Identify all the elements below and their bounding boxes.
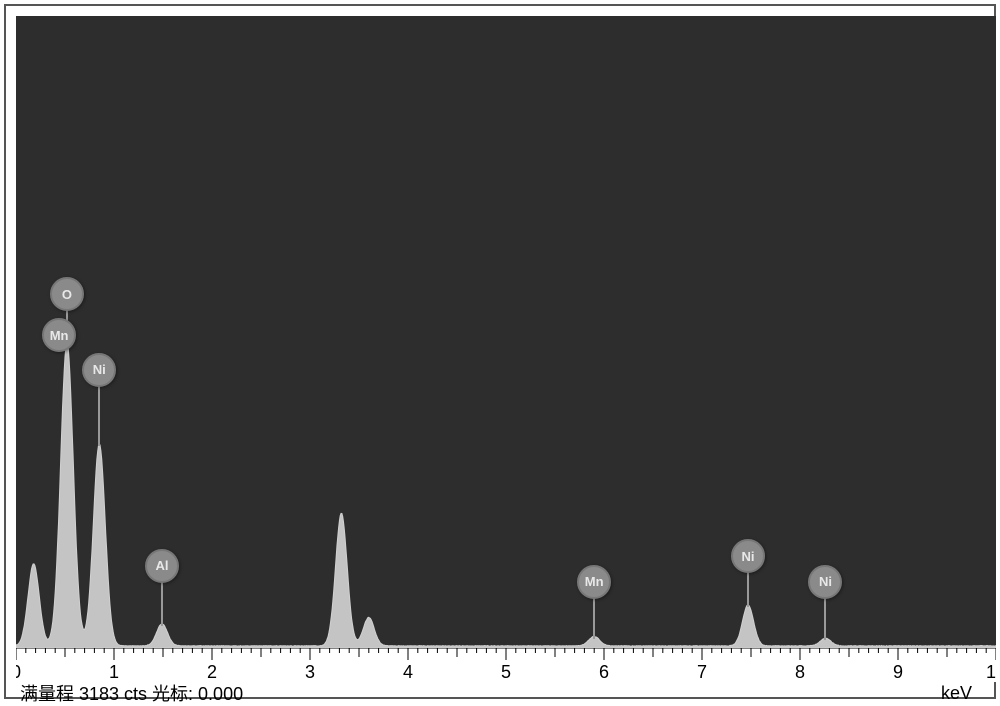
element-label-o: O (50, 277, 84, 311)
svg-text:10: 10 (986, 662, 996, 682)
svg-text:0: 0 (16, 662, 21, 682)
svg-text:6: 6 (599, 662, 609, 682)
element-pointer (824, 594, 826, 641)
svg-text:3: 3 (305, 662, 315, 682)
spectrum-plot-area: OMnNiAlMnNiNi (16, 16, 996, 648)
status-left-text: 满量程 3183 cts 光标: 0.000 (20, 680, 243, 706)
element-pointer (747, 568, 749, 607)
svg-text:1: 1 (109, 662, 119, 682)
element-label-ni: Ni (808, 565, 842, 599)
element-label-mn: Mn (42, 318, 76, 352)
x-axis-svg: 0 1 2 3 4 5 6 7 8 9 10 (16, 648, 996, 682)
element-label-ni: Ni (731, 539, 765, 573)
element-pointer (161, 578, 163, 626)
element-label-ni: Ni (82, 353, 116, 387)
svg-text:4: 4 (403, 662, 413, 682)
chart-frame: OMnNiAlMnNiNi 012345678910 满量程 3183 cts … (4, 4, 996, 699)
svg-text:7: 7 (697, 662, 707, 682)
svg-text:5: 5 (501, 662, 511, 682)
svg-text:2: 2 (207, 662, 217, 682)
status-unit-text: keV (941, 683, 992, 704)
svg-text:8: 8 (795, 662, 805, 682)
x-axis-area: 0 1 2 3 4 5 6 7 8 9 10 (16, 648, 996, 682)
element-pointer (593, 594, 595, 639)
svg-text:9: 9 (893, 662, 903, 682)
element-pointer (98, 382, 100, 446)
status-bar: 满量程 3183 cts 光标: 0.000 keV (16, 682, 996, 704)
element-label-al: Al (145, 549, 179, 583)
element-label-mn: Mn (577, 565, 611, 599)
